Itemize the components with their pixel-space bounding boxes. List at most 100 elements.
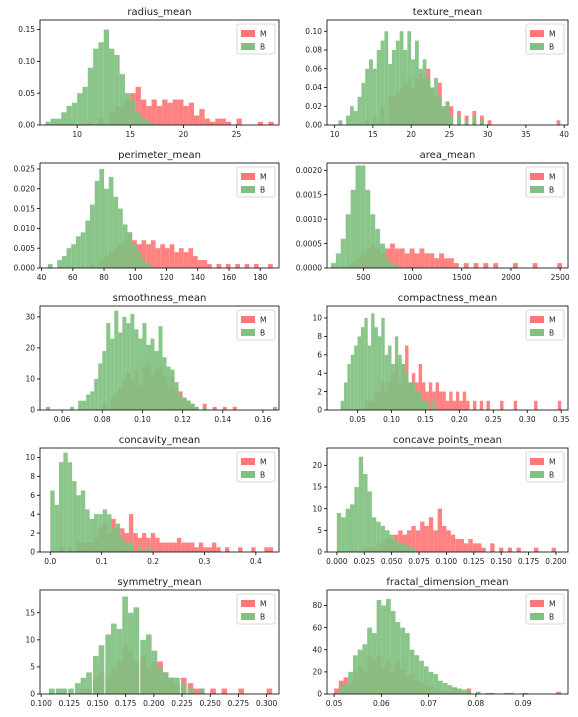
bar-B bbox=[116, 629, 123, 694]
axes-frame bbox=[39, 19, 280, 126]
y-tick-label: 20 bbox=[25, 344, 35, 353]
bar-B bbox=[371, 517, 377, 552]
y-tick-label: 0.10 bbox=[305, 27, 322, 36]
bar-B bbox=[425, 400, 429, 410]
bar-M bbox=[532, 263, 538, 268]
bar-B bbox=[150, 338, 155, 410]
bar-B bbox=[47, 264, 53, 268]
y-tick-label: 0 bbox=[30, 548, 35, 557]
bar-B bbox=[124, 542, 129, 552]
legend-label: B bbox=[549, 613, 554, 622]
axes-frame bbox=[326, 162, 569, 269]
bar-B bbox=[404, 633, 410, 694]
bar-B bbox=[395, 40, 400, 125]
legend-label: M bbox=[260, 458, 266, 467]
legend: MB bbox=[236, 309, 276, 341]
y-tick-label: 0.00 bbox=[18, 121, 35, 130]
axes-frame bbox=[326, 447, 569, 553]
axes-frame bbox=[39, 162, 280, 269]
bar-M bbox=[523, 692, 528, 694]
legend-label: B bbox=[549, 186, 554, 195]
bar-B bbox=[380, 40, 385, 125]
legend: MB bbox=[525, 309, 565, 341]
x-tick-label: 20 bbox=[179, 130, 189, 139]
bar-M bbox=[414, 253, 420, 268]
subplot-symmetry_mean: symmetry_mean 0.100 0.125 0.150 0.175 0.200 0.… bbox=[25, 577, 280, 708]
x-tick-label: 0.275 bbox=[228, 699, 250, 708]
x-tick-label: 120 bbox=[159, 273, 174, 282]
legend-swatch-B bbox=[530, 329, 544, 336]
bar-M bbox=[490, 543, 495, 552]
y-tick-label: 0.04 bbox=[305, 83, 322, 92]
bar-B bbox=[146, 547, 151, 552]
legend-label: M bbox=[549, 458, 555, 467]
bar-B bbox=[464, 120, 469, 125]
bar-B bbox=[151, 650, 158, 694]
bar-M bbox=[557, 263, 563, 268]
y-tick-label: 4 bbox=[317, 369, 322, 378]
subplot-title: compactness_mean bbox=[398, 293, 498, 304]
bar-B bbox=[362, 644, 368, 694]
legend-label: M bbox=[549, 600, 555, 609]
legend-label: M bbox=[260, 316, 266, 325]
bar-M bbox=[150, 240, 156, 268]
bar-B bbox=[445, 101, 450, 125]
y-tick-label: 4 bbox=[30, 510, 35, 519]
bar-B bbox=[418, 68, 423, 125]
bar-M bbox=[220, 118, 226, 125]
bar-M bbox=[479, 400, 484, 410]
bar-M bbox=[146, 537, 151, 552]
legend-swatch-B bbox=[530, 613, 544, 620]
bar-B bbox=[113, 196, 119, 268]
x-tick-label: 0.05 bbox=[349, 415, 366, 424]
bar-M bbox=[216, 264, 222, 268]
axes-frame bbox=[326, 305, 569, 411]
bar-M bbox=[236, 118, 242, 125]
bar-B bbox=[422, 59, 427, 125]
bar-B bbox=[122, 316, 127, 410]
y-tick-label: 0.005 bbox=[14, 244, 36, 253]
bar-B bbox=[105, 634, 112, 694]
bar-B bbox=[110, 338, 115, 410]
y-tick-label: 0.15 bbox=[18, 25, 35, 34]
bar-M bbox=[160, 244, 165, 268]
legend-label: B bbox=[260, 471, 265, 480]
legend-label: M bbox=[549, 316, 555, 325]
y-tick-label: 0.10 bbox=[18, 57, 35, 66]
x-tick-label: 0.150 bbox=[87, 699, 109, 708]
bar-M bbox=[188, 248, 194, 268]
bar-B bbox=[108, 176, 114, 268]
y-tick-label: 60 bbox=[312, 623, 322, 632]
bar-B bbox=[94, 180, 100, 268]
bar-B bbox=[390, 611, 396, 694]
bar-B bbox=[346, 115, 350, 125]
x-tick-label: 0.07 bbox=[420, 699, 437, 708]
legend: MB bbox=[525, 23, 565, 55]
bar-B bbox=[408, 382, 412, 410]
subplot-title: symmetry_mean bbox=[117, 577, 201, 588]
bar-M bbox=[439, 391, 443, 410]
bar-B bbox=[406, 547, 412, 552]
bar-B bbox=[89, 204, 95, 268]
subplot-perimeter_mean: perimeter_mean 40 60 80 100 120 140 160 180 0.000… bbox=[14, 150, 280, 282]
y-tick-label: 10 bbox=[25, 375, 35, 384]
x-tick-label: 0.14 bbox=[214, 415, 231, 424]
bar-M bbox=[459, 539, 464, 552]
bar-B bbox=[146, 121, 152, 125]
bar-B bbox=[376, 521, 381, 552]
bar-M bbox=[140, 99, 147, 125]
bar-B bbox=[407, 31, 412, 125]
y-tick-label: 20 bbox=[312, 461, 322, 470]
x-tick-label: 0.125 bbox=[463, 557, 485, 566]
x-tick-label: 10 bbox=[330, 130, 340, 139]
bar-B bbox=[186, 400, 191, 410]
bar-B bbox=[364, 317, 368, 410]
bar-M bbox=[429, 253, 435, 268]
bar-M bbox=[155, 248, 161, 268]
bar-M bbox=[450, 534, 456, 552]
bar-B bbox=[120, 537, 125, 552]
bar-B bbox=[353, 110, 358, 125]
bar-B bbox=[174, 382, 179, 410]
bar-M bbox=[556, 120, 561, 125]
